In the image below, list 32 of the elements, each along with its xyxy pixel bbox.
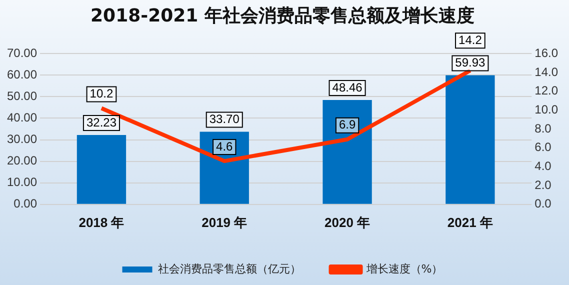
y2-tick-label: 0.0 (534, 196, 552, 211)
chart-title: 2018-2021 年社会消费品零售总额及增长速度 (90, 5, 474, 26)
data-label: 4.6 (216, 139, 234, 154)
data-label: 14.2 (458, 32, 482, 47)
data-label: 6.9 (338, 118, 356, 132)
data-label: 48.46 (332, 80, 363, 94)
y2-tick-label: 2.0 (534, 178, 552, 192)
y2-tick-label: 6.0 (534, 140, 552, 154)
y2-tick-label: 4.0 (534, 159, 552, 174)
y-tick-label: 50.00 (7, 89, 38, 103)
y-tick-label: 10.00 (7, 175, 38, 190)
data-label: 10.2 (90, 86, 114, 101)
data-label: 32.23 (86, 115, 117, 130)
y2-tick-label: 14.0 (534, 64, 558, 79)
x-tick-label: 2018 年 (78, 214, 124, 230)
y-tick-label: 60.00 (7, 67, 38, 82)
y2-tick-label: 16.0 (534, 46, 558, 60)
legend-label: 社会消费品零售总额（亿元） (158, 262, 301, 276)
y-tick-label: 70.00 (7, 46, 38, 60)
y2-tick-label: 12.0 (534, 84, 558, 98)
x-tick-label: 2019 年 (202, 214, 248, 230)
legend-label: 增长速度（%） (365, 262, 443, 276)
y-tick-label: 40.00 (7, 110, 38, 125)
y2-tick-label: 10.0 (534, 102, 558, 116)
data-label: 59.93 (455, 56, 486, 70)
y-tick-label: 30.00 (7, 132, 38, 146)
y-tick-label: 20.00 (7, 154, 38, 168)
data-label: 33.70 (209, 112, 240, 126)
x-tick-label: 2021 年 (447, 214, 493, 230)
y2-tick-label: 8.0 (534, 121, 552, 136)
y-tick-label: 0.00 (14, 196, 38, 211)
x-tick-label: 2020 年 (324, 214, 370, 230)
